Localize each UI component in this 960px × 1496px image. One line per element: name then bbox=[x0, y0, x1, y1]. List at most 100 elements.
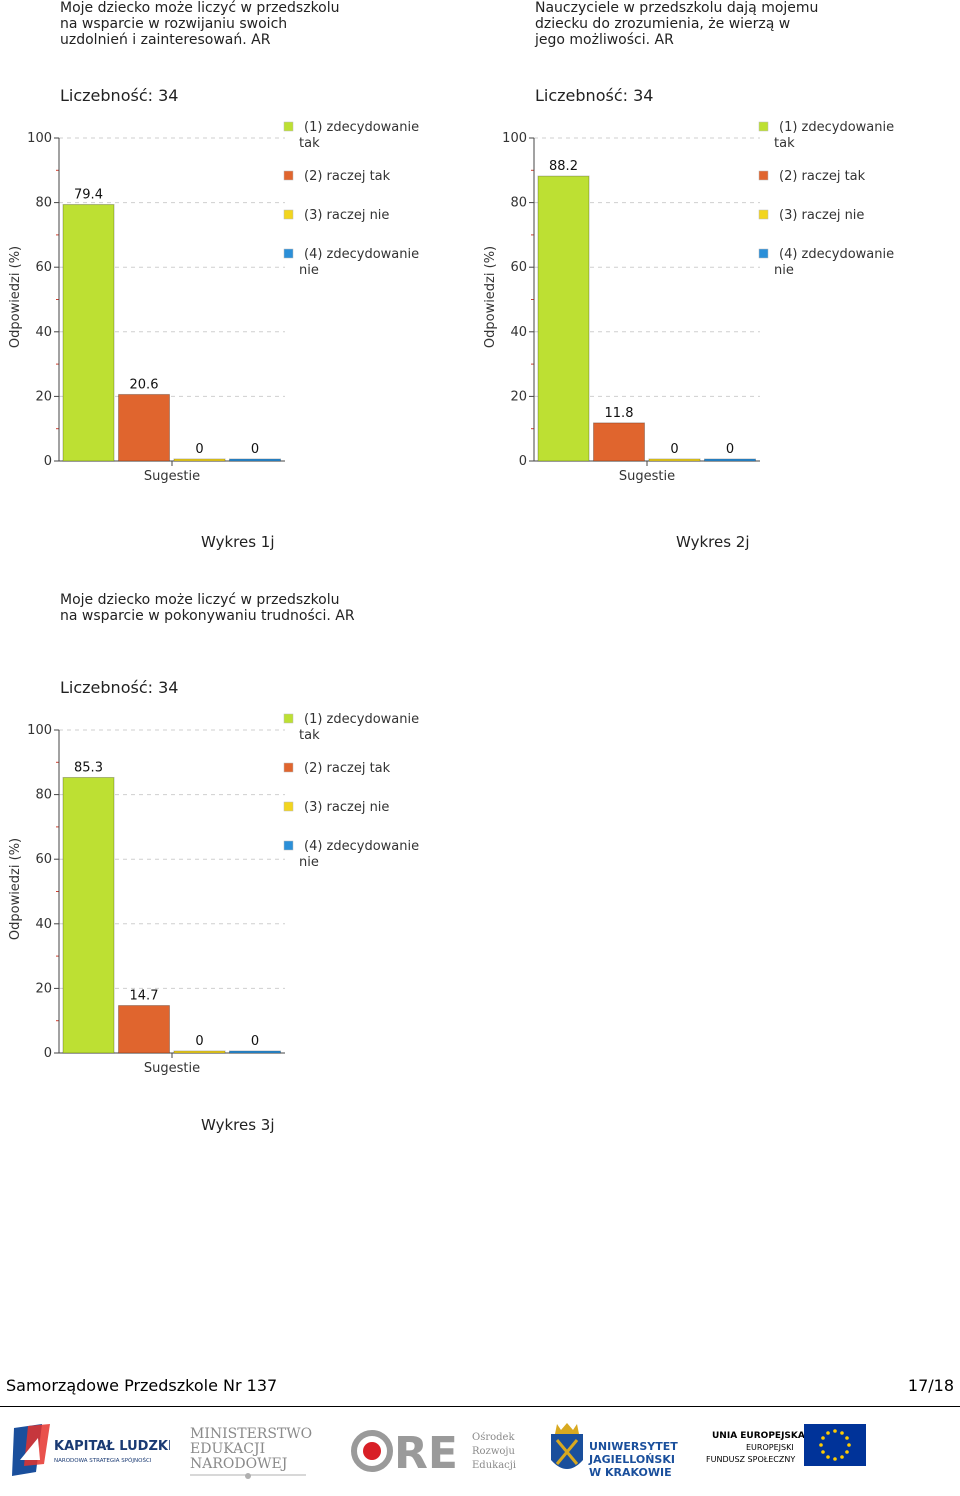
chart-title: Moje dziecko może liczyć w przedszkolu n… bbox=[60, 0, 340, 48]
bar bbox=[704, 458, 756, 462]
legend-label: (1) zdecydowanie bbox=[304, 712, 419, 727]
legend-swatch bbox=[283, 801, 294, 812]
bar-value-label: 85.3 bbox=[74, 760, 103, 775]
legend-label-continued: tak bbox=[299, 728, 320, 743]
ore-line1: Ośrodek bbox=[472, 1432, 515, 1443]
legend-swatch bbox=[283, 713, 294, 724]
legend-label: (4) zdecydowanie bbox=[779, 247, 894, 262]
ministerstwo-line3: NARODOWEJ bbox=[190, 1456, 287, 1472]
legend-swatch bbox=[283, 121, 294, 132]
bar bbox=[229, 1050, 281, 1054]
chart-2-plot: 0 20 40 60 80 100 88.2 11.8 0 0 Sugestie Odpowiedzi… bbox=[483, 120, 894, 484]
uniwersytet-jagiellonski-logo: UNIWERSYTET JAGIELLOŃSKI W KRAKOWIE bbox=[551, 1423, 678, 1479]
chart-count-label: Liczebność: 34 bbox=[535, 86, 654, 105]
bar-value-label: 11.8 bbox=[605, 406, 634, 421]
chart-1: Moje dziecko może liczyć w przedszkolu n… bbox=[0, 0, 450, 490]
bar bbox=[118, 393, 170, 462]
y-axis-label: Odpowiedzi (%) bbox=[483, 246, 498, 348]
bar bbox=[648, 458, 701, 462]
x-axis-label: Sugestie bbox=[144, 1061, 200, 1076]
chart-2-caption: Wykres 2j bbox=[676, 533, 750, 551]
legend-swatch bbox=[283, 209, 294, 220]
y-tick-label: 60 bbox=[510, 260, 527, 275]
legend-label: (3) raczej nie bbox=[779, 208, 864, 223]
y-axis-label: Odpowiedzi (%) bbox=[8, 246, 23, 348]
y-tick-label: 60 bbox=[35, 852, 52, 867]
legend-label-continued: nie bbox=[299, 855, 319, 870]
bar bbox=[173, 1050, 226, 1054]
kapital-ludzki-logo: KAPITAŁ LUDZKI NARODOWA STRATEGIA SPÓJNO… bbox=[12, 1424, 170, 1476]
bar-value-label: 0 bbox=[195, 442, 203, 457]
unia-europejska-logo: UNIA EUROPEJSKA EUROPEJSKI FUNDUSZ SPOŁE… bbox=[706, 1424, 866, 1466]
chart-1-plot: 0 20 40 60 80 100 79.4 20.6 0 0 Sugestie Odpowiedzi… bbox=[8, 120, 419, 484]
legend-label-continued: nie bbox=[774, 263, 794, 278]
legend-swatch bbox=[283, 248, 294, 259]
uj-line2: JAGIELLOŃSKI bbox=[588, 1453, 675, 1466]
legend-label: (2) raczej tak bbox=[304, 169, 391, 184]
x-axis-label: Sugestie bbox=[144, 469, 200, 484]
y-tick-label: 100 bbox=[27, 723, 52, 738]
bar bbox=[62, 204, 115, 462]
legend-label: (3) raczej nie bbox=[304, 208, 389, 223]
y-tick-label: 100 bbox=[502, 131, 527, 146]
bar bbox=[118, 1005, 170, 1054]
footer-page-number: 17/18 bbox=[907, 1376, 954, 1395]
y-tick-label: 40 bbox=[35, 325, 52, 340]
bar-value-label: 0 bbox=[251, 442, 259, 457]
chart-3: Moje dziecko może liczyć w przedszkolu n… bbox=[0, 592, 450, 1082]
bar-value-label: 0 bbox=[251, 1034, 259, 1049]
ore-line3: Edukacji bbox=[472, 1460, 516, 1471]
chart-3-plot: 0 20 40 60 80 100 85.3 14.7 0 0 Sugestie Odpowiedzi… bbox=[8, 712, 419, 1076]
y-tick-label: 0 bbox=[44, 1046, 52, 1061]
y-tick-label: 80 bbox=[35, 788, 52, 803]
y-tick-label: 100 bbox=[27, 131, 52, 146]
ministerstwo-line1: MINISTERSTWO bbox=[190, 1426, 312, 1442]
legend-label: (3) raczej nie bbox=[304, 800, 389, 815]
legend-swatch bbox=[758, 170, 769, 181]
svg-text:RE: RE bbox=[394, 1428, 458, 1479]
bar-value-label: 79.4 bbox=[74, 188, 103, 203]
legend-swatch bbox=[758, 121, 769, 132]
bar-value-label: 0 bbox=[670, 442, 678, 457]
kapital-ludzki-line2: NARODOWA STRATEGIA SPÓJNOŚCI bbox=[54, 1457, 152, 1464]
ore-logo: RE Ośrodek Rozwoju Edukacji bbox=[351, 1428, 516, 1479]
y-tick-label: 40 bbox=[510, 325, 527, 340]
legend-swatch bbox=[283, 840, 294, 851]
footer-school-name: Samorządowe Przedszkole Nr 137 bbox=[6, 1376, 278, 1395]
ore-line2: Rozwoju bbox=[472, 1446, 515, 1457]
bar bbox=[537, 175, 590, 462]
bar-value-label: 14.7 bbox=[130, 989, 159, 1004]
chart-count-label: Liczebność: 34 bbox=[60, 86, 179, 105]
y-tick-label: 40 bbox=[35, 917, 52, 932]
chart-2: Nauczyciele w przedszkolu dają mojemu dz… bbox=[475, 0, 925, 490]
y-tick-label: 20 bbox=[35, 389, 52, 404]
y-tick-label: 80 bbox=[510, 196, 527, 211]
legend-swatch bbox=[283, 170, 294, 181]
y-tick-label: 0 bbox=[44, 454, 52, 469]
bar-value-label: 0 bbox=[195, 1034, 203, 1049]
legend-swatch bbox=[283, 762, 294, 773]
y-tick-label: 20 bbox=[510, 389, 527, 404]
ue-line3: FUNDUSZ SPOŁECZNY bbox=[706, 1455, 795, 1464]
footer-divider bbox=[0, 1406, 960, 1407]
legend-label-continued: tak bbox=[299, 136, 320, 151]
chart-3-caption: Wykres 3j bbox=[201, 1116, 275, 1134]
x-axis-label: Sugestie bbox=[619, 469, 675, 484]
chart-count-label: Liczebność: 34 bbox=[60, 678, 179, 697]
legend-label: (4) zdecydowanie bbox=[304, 247, 419, 262]
ue-line2: EUROPEJSKI bbox=[746, 1443, 794, 1452]
y-tick-label: 0 bbox=[519, 454, 527, 469]
uj-line1: UNIWERSYTET bbox=[589, 1440, 678, 1453]
eu-stars-icon bbox=[819, 1429, 851, 1461]
ue-line1: UNIA EUROPEJSKA bbox=[712, 1431, 805, 1441]
legend-label: (2) raczej tak bbox=[304, 761, 391, 776]
legend-label: (4) zdecydowanie bbox=[304, 839, 419, 854]
y-tick-label: 20 bbox=[35, 981, 52, 996]
kapital-ludzki-line1: KAPITAŁ LUDZKI bbox=[54, 1439, 170, 1454]
bar bbox=[593, 422, 645, 462]
bar bbox=[62, 776, 115, 1054]
uj-line3: W KRAKOWIE bbox=[589, 1466, 672, 1479]
y-tick-label: 80 bbox=[35, 196, 52, 211]
y-tick-label: 60 bbox=[35, 260, 52, 275]
legend-label: (1) zdecydowanie bbox=[304, 120, 419, 135]
